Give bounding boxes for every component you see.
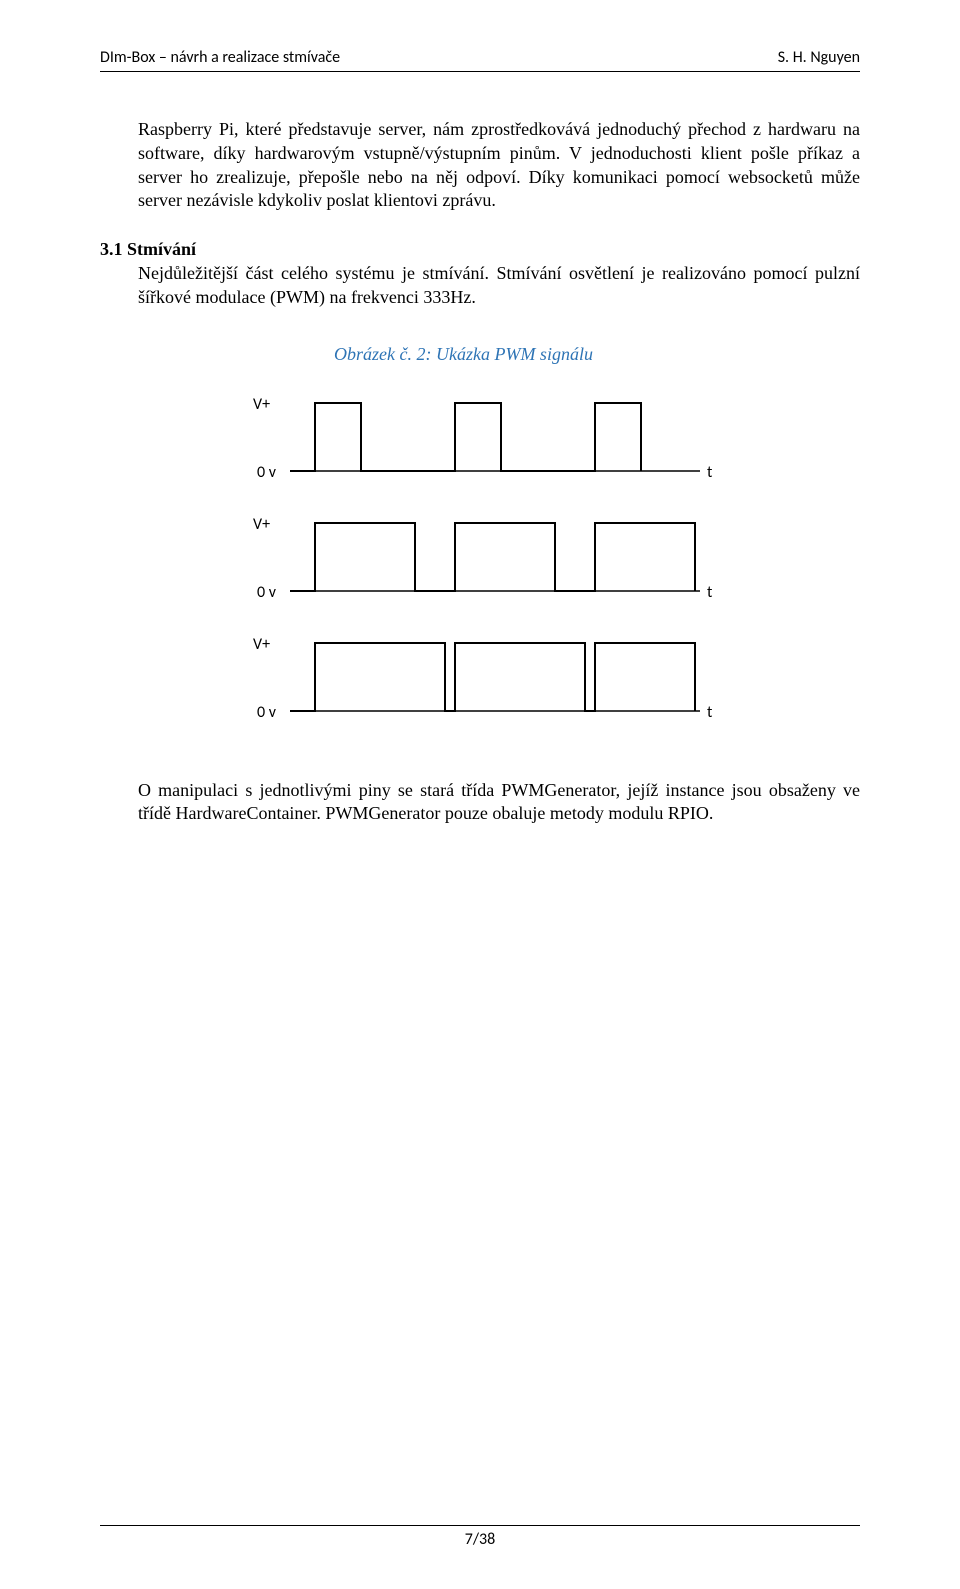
svg-text:0 v: 0 v [257,703,277,722]
paragraph-pwm: Nejdůležitější část celého systému je st… [138,262,860,310]
header-left: DIm-Box – návrh a realizace stmívače [100,48,340,67]
pwm-diagram: V+ 0 v t V+ 0 v t V+ 0 v t [100,371,860,751]
svg-text:t: t [707,463,713,482]
svg-text:t: t [707,703,713,722]
svg-text:0 v: 0 v [257,583,277,602]
paragraph-generator: O manipulaci s jednotlivými piny se star… [138,779,860,827]
page-header: DIm-Box – návrh a realizace stmívače S. … [100,48,860,72]
svg-text:V+: V+ [253,395,270,414]
svg-text:V+: V+ [253,635,270,654]
header-right: S. H. Nguyen [778,48,860,67]
body: Raspberry Pi, které představuje server, … [100,118,860,1519]
svg-text:0 v: 0 v [257,463,277,482]
section-heading: 3.1 Stmívání [100,239,860,260]
page: DIm-Box – návrh a realizace stmívače S. … [0,0,960,1589]
svg-text:t: t [707,583,713,602]
footer: 7/38 [100,1519,860,1549]
page-number: 7/38 [100,1525,860,1549]
pwm-svg: V+ 0 v t V+ 0 v t V+ 0 v t [245,371,715,751]
figure-caption: Obrázek č. 2: Ukázka PWM signálu [334,344,860,365]
svg-text:V+: V+ [253,515,270,534]
paragraph-intro: Raspberry Pi, které představuje server, … [138,118,860,213]
